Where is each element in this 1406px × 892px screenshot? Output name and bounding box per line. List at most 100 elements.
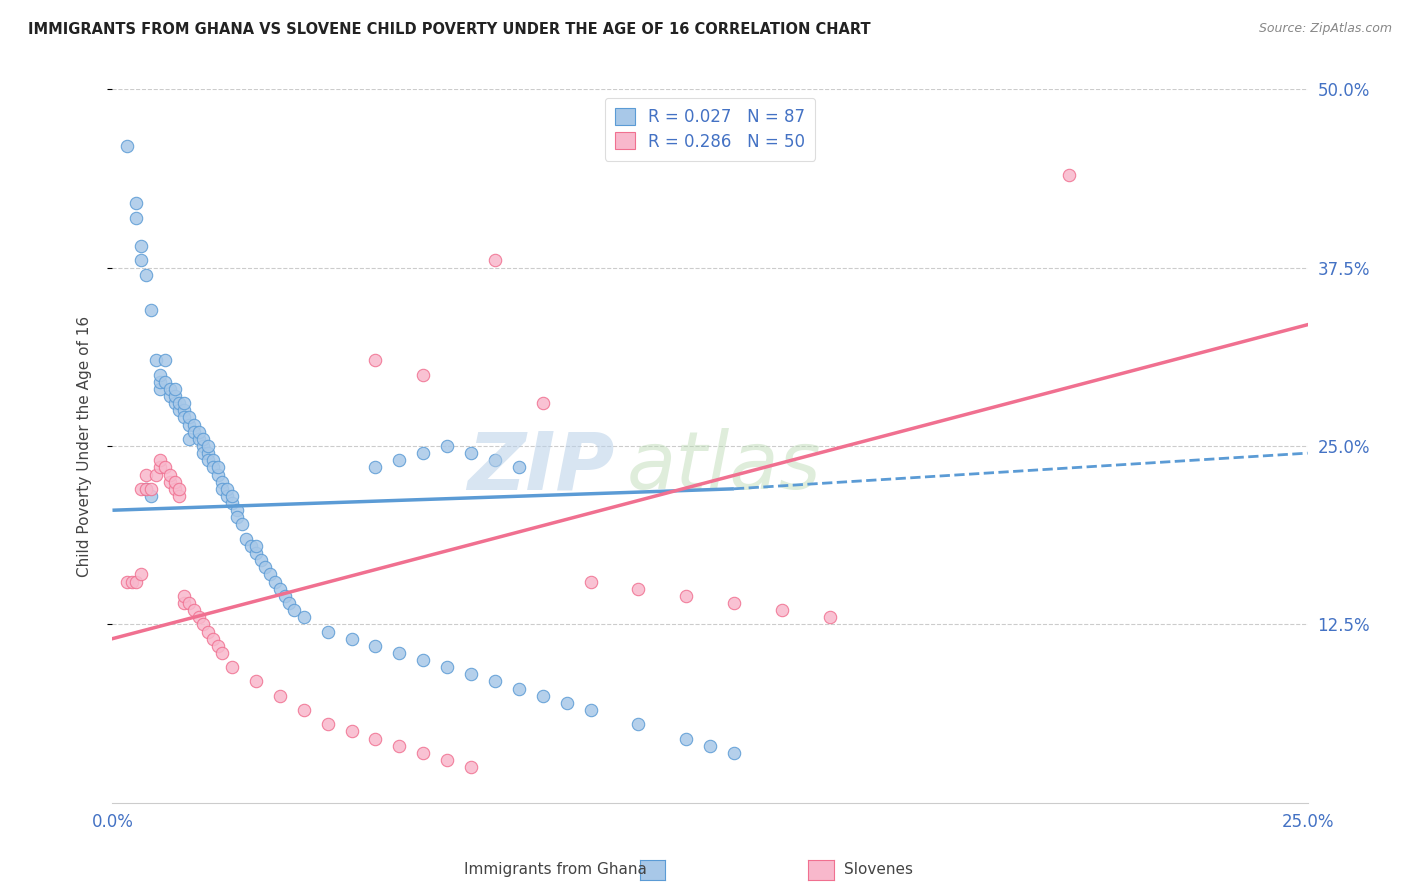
Point xyxy=(197,446,219,460)
Point xyxy=(145,467,167,482)
Point xyxy=(197,439,219,453)
Point xyxy=(217,489,239,503)
Point xyxy=(484,453,506,467)
Point xyxy=(388,646,411,660)
Point xyxy=(254,560,277,574)
Point xyxy=(153,353,176,368)
Point xyxy=(129,239,152,253)
Point xyxy=(292,610,315,624)
Point xyxy=(159,467,181,482)
Point xyxy=(153,375,176,389)
Point xyxy=(135,268,157,282)
Point xyxy=(316,717,339,731)
Point xyxy=(316,624,339,639)
Point xyxy=(153,460,176,475)
Point xyxy=(159,389,181,403)
Point xyxy=(149,375,172,389)
Point xyxy=(264,574,287,589)
Point xyxy=(225,510,247,524)
Point xyxy=(364,353,387,368)
Point xyxy=(135,482,157,496)
Point xyxy=(245,674,267,689)
Point xyxy=(173,410,195,425)
Point xyxy=(579,703,602,717)
Point xyxy=(269,689,291,703)
Point xyxy=(139,482,162,496)
Point xyxy=(269,582,291,596)
Point xyxy=(531,689,554,703)
Point xyxy=(555,696,578,710)
Point xyxy=(412,446,434,460)
Point xyxy=(675,589,697,603)
Point xyxy=(163,382,186,396)
Point xyxy=(149,453,172,467)
Point xyxy=(221,660,243,674)
Point xyxy=(193,432,215,446)
Point xyxy=(364,460,387,475)
Point xyxy=(723,746,745,760)
Point xyxy=(699,739,721,753)
Point xyxy=(159,382,181,396)
Point xyxy=(579,574,602,589)
Point xyxy=(245,546,267,560)
Point xyxy=(173,403,195,417)
Point xyxy=(183,417,205,432)
Point xyxy=(1057,168,1080,182)
Point xyxy=(245,539,267,553)
Point xyxy=(183,603,205,617)
Point xyxy=(163,475,186,489)
Point xyxy=(169,396,191,410)
Point xyxy=(115,574,138,589)
Point xyxy=(484,253,506,268)
Point xyxy=(173,596,195,610)
Point xyxy=(460,760,482,774)
Point xyxy=(484,674,506,689)
Point xyxy=(340,632,363,646)
Point xyxy=(364,731,387,746)
Point xyxy=(139,303,162,318)
Point xyxy=(211,475,233,489)
Point xyxy=(169,482,191,496)
Y-axis label: Child Poverty Under the Age of 16: Child Poverty Under the Age of 16 xyxy=(77,316,91,576)
Point xyxy=(412,746,434,760)
Point xyxy=(121,574,143,589)
Text: ZIP: ZIP xyxy=(467,428,614,507)
Point xyxy=(129,253,152,268)
Point xyxy=(340,724,363,739)
Point xyxy=(627,582,650,596)
Legend: R = 0.027   N = 87, R = 0.286   N = 50: R = 0.027 N = 87, R = 0.286 N = 50 xyxy=(605,97,815,161)
Point xyxy=(135,482,157,496)
Point xyxy=(627,717,650,731)
Point xyxy=(177,410,200,425)
Point xyxy=(436,439,458,453)
Text: Immigrants from Ghana: Immigrants from Ghana xyxy=(464,863,647,877)
Point xyxy=(273,589,295,603)
Point xyxy=(207,460,229,475)
Point xyxy=(139,489,162,503)
Point xyxy=(460,667,482,681)
Point xyxy=(508,460,530,475)
Point xyxy=(211,646,233,660)
Point xyxy=(169,403,191,417)
Point xyxy=(115,139,138,153)
Point xyxy=(201,632,224,646)
Point xyxy=(187,610,209,624)
Point xyxy=(675,731,697,746)
Point xyxy=(259,567,281,582)
Point xyxy=(211,482,233,496)
Point xyxy=(240,539,263,553)
Point xyxy=(278,596,301,610)
Point xyxy=(193,617,215,632)
Point xyxy=(193,439,215,453)
Point xyxy=(283,603,305,617)
Point xyxy=(125,574,148,589)
Point xyxy=(125,211,148,225)
Point xyxy=(249,553,271,567)
Point xyxy=(221,496,243,510)
Point xyxy=(460,446,482,460)
Point xyxy=(149,382,172,396)
Point xyxy=(183,425,205,439)
Text: atlas: atlas xyxy=(626,428,821,507)
Point xyxy=(207,467,229,482)
Point xyxy=(197,453,219,467)
